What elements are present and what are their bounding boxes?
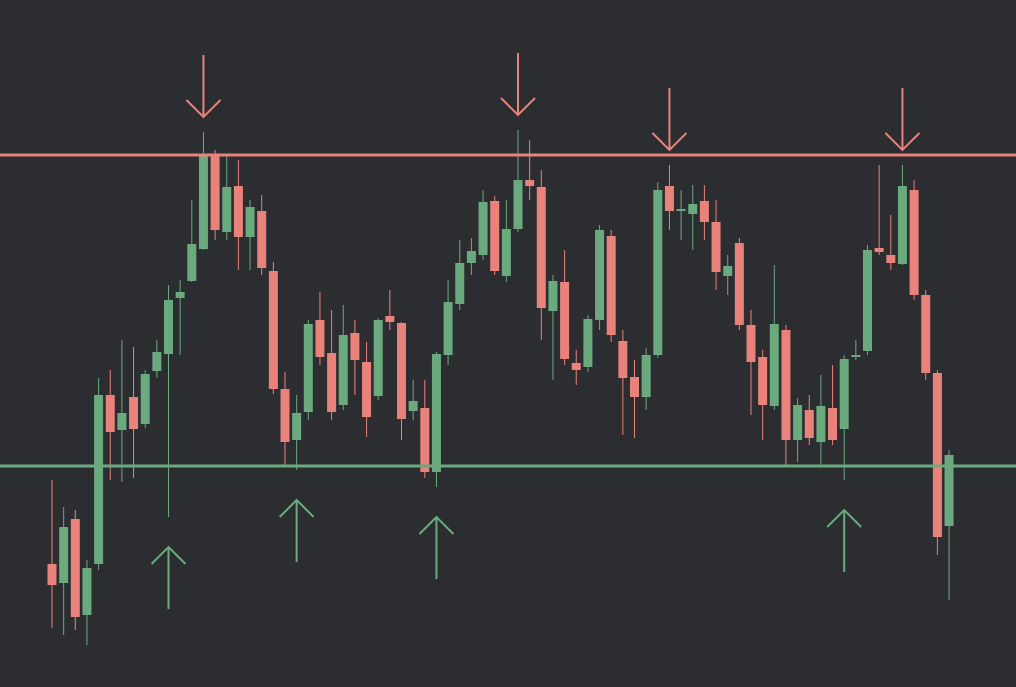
candle-body <box>793 405 803 440</box>
candle-body <box>59 527 69 583</box>
candle-body <box>292 413 302 440</box>
candle-body <box>233 186 243 237</box>
candle-body <box>222 187 232 232</box>
candle-body <box>140 374 150 424</box>
candle-body <box>280 389 290 442</box>
candle-body <box>583 319 593 367</box>
candle-body <box>641 355 651 397</box>
candle-body <box>664 186 674 211</box>
candle-body <box>781 330 791 440</box>
candle-body <box>117 413 127 430</box>
candle-body <box>606 236 616 335</box>
candle-body <box>431 354 441 472</box>
candle-body <box>478 202 488 255</box>
candle-body <box>711 222 721 272</box>
candle-body <box>816 406 826 442</box>
candle-body <box>769 324 779 406</box>
candle-body <box>548 281 558 311</box>
candle-body <box>129 397 139 429</box>
candle-body <box>571 363 581 370</box>
candle-body <box>466 251 476 263</box>
candle-body <box>327 353 337 412</box>
candle-body <box>734 243 744 325</box>
arrow-up <box>278 498 315 562</box>
candle-body <box>932 373 942 537</box>
candle-body <box>490 201 500 271</box>
candle-body <box>245 207 255 237</box>
candle-body <box>198 155 208 249</box>
candle-body <box>909 190 919 295</box>
candle-body <box>618 341 628 378</box>
candle-body <box>397 323 406 419</box>
candle-body <box>420 408 430 472</box>
candle-body <box>653 190 663 355</box>
candle-body <box>47 564 57 585</box>
candle-body <box>886 255 896 263</box>
candle-body <box>408 401 418 411</box>
candle-body <box>595 230 605 320</box>
candle-body <box>525 180 535 186</box>
candle-body <box>897 186 907 264</box>
candle-body <box>303 324 313 412</box>
candle-body <box>501 229 511 276</box>
candle-body <box>164 300 173 354</box>
candle-body <box>688 204 698 214</box>
candle-body <box>944 455 954 526</box>
candle-body <box>758 357 768 405</box>
candle-body <box>746 325 756 362</box>
candle-body <box>152 352 162 371</box>
candle-body <box>175 292 185 298</box>
candle-body <box>536 187 546 308</box>
candle-body <box>373 320 383 396</box>
arrow-down <box>500 53 536 117</box>
candle-body <box>874 248 884 252</box>
arrow-down <box>651 88 688 152</box>
candle-body <box>921 295 931 373</box>
candle-body <box>851 355 861 357</box>
candle-body <box>443 302 453 355</box>
arrow-down <box>884 88 921 152</box>
candle-body <box>699 201 709 222</box>
candle-body <box>94 395 104 564</box>
candle-body <box>839 359 849 429</box>
candle-body <box>362 362 372 417</box>
candle-body <box>455 263 465 304</box>
candle-body <box>257 211 267 268</box>
candle-body <box>268 271 278 389</box>
candle-body <box>560 282 570 359</box>
candle-body <box>676 209 686 211</box>
candle-body <box>385 316 395 322</box>
candle-body <box>804 410 814 438</box>
candle-body <box>70 519 80 617</box>
arrow-down <box>185 55 222 119</box>
arrow-up <box>826 508 862 572</box>
candle-body <box>723 266 733 276</box>
arrow-up <box>150 545 187 609</box>
candle-body <box>828 408 838 440</box>
candle-body <box>338 335 348 405</box>
candle-body <box>315 320 325 357</box>
candle-body <box>82 568 92 615</box>
candle-body <box>350 333 360 360</box>
arrow-up <box>418 515 455 579</box>
candle-body <box>630 377 639 397</box>
candle-body <box>187 244 197 281</box>
candle-body <box>105 395 115 432</box>
candle-body <box>210 155 220 230</box>
candle-body <box>513 180 523 229</box>
candle-body <box>863 250 872 351</box>
